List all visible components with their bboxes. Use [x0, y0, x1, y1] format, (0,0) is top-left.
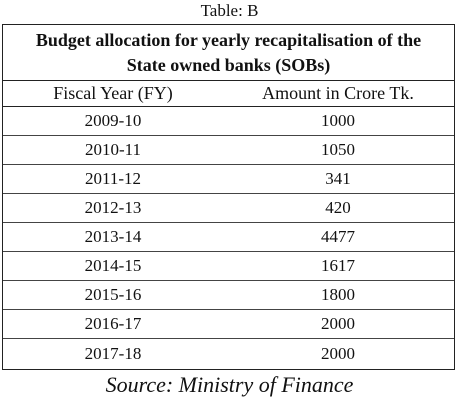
amount: 1050 — [321, 140, 355, 159]
table-row: 2016-17 2000 — [3, 310, 454, 339]
table-title: Budget allocation for yearly recapitalis… — [3, 25, 454, 81]
table-row: 2013-14 4477 — [3, 223, 454, 252]
fiscal-year: 2012-13 — [84, 198, 142, 217]
fiscal-year: 2016-17 — [84, 314, 142, 333]
header-row: Fiscal Year (FY) Amount in Crore Tk. — [3, 81, 454, 107]
fiscal-year: 2011-12 — [84, 169, 142, 188]
fiscal-year: 2014-15 — [84, 256, 142, 275]
amount: 1617 — [321, 256, 355, 275]
table-row: 2014-15 1617 — [3, 252, 454, 281]
table: Budget allocation for yearly recapitalis… — [2, 24, 455, 370]
column-header: Fiscal Year (FY) — [53, 83, 173, 103]
table-row: 2010-11 1050 — [3, 136, 454, 165]
amount: 420 — [325, 198, 351, 217]
fiscal-year: 2010-11 — [84, 140, 142, 159]
fiscal-year: 2015-16 — [84, 285, 142, 304]
fiscal-year: 2009-10 — [84, 111, 142, 130]
table-row: 2012-13 420 — [3, 194, 454, 223]
table-row: 2015-16 1800 — [3, 281, 454, 310]
table-row: 2009-10 1000 — [3, 107, 454, 136]
fiscal-year: 2013-14 — [84, 227, 142, 246]
amount: 2000 — [321, 343, 355, 363]
table-row: 2011-12 341 — [3, 165, 454, 194]
column-header: Amount in Crore Tk. — [262, 83, 414, 103]
amount: 4477 — [321, 227, 355, 246]
caption: Table: B — [200, 1, 259, 20]
amount: 1800 — [321, 285, 355, 304]
fiscal-year: 2017-18 — [84, 343, 142, 363]
table-row: 2017-18 2000 — [3, 339, 454, 368]
source: Source: Ministry of Finance — [105, 372, 354, 397]
amount: 341 — [325, 169, 351, 188]
amount: 1000 — [321, 111, 355, 130]
amount: 2000 — [321, 314, 355, 333]
